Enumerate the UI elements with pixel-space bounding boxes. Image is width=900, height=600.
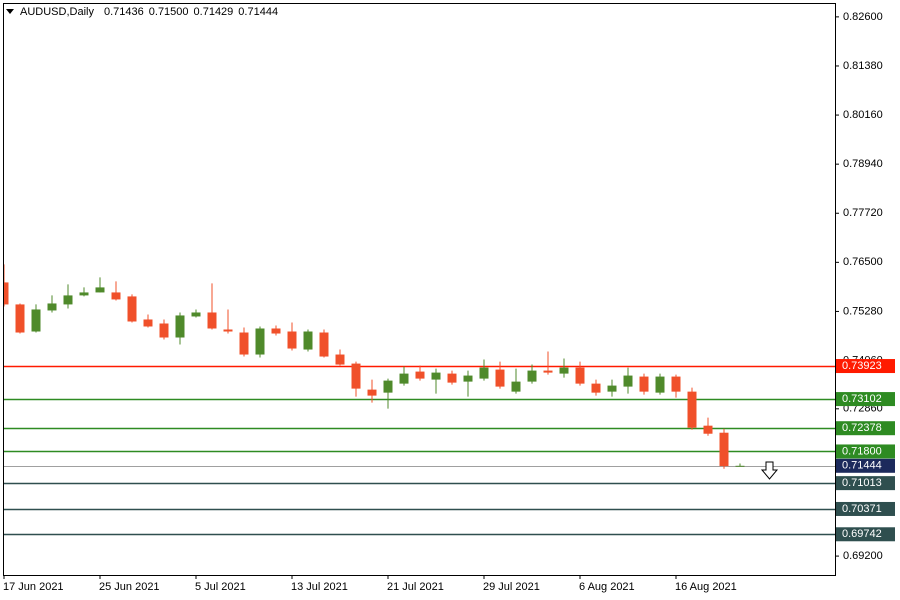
candle-body [671, 376, 681, 392]
axes: 0.82600 0.81380 0.80160 0.78940 0.77720 0.765… [3, 11, 895, 593]
y-tick-label: 0.82600 [843, 11, 883, 23]
level-label-box [836, 476, 895, 491]
candle-body [47, 303, 57, 311]
candle-body [655, 376, 665, 393]
candle-body [79, 292, 89, 296]
level-label: 0.72378 [842, 422, 882, 434]
x-tick-label: 25 Jun 2021 [99, 581, 160, 593]
y-tick-label: 0.76500 [843, 256, 883, 268]
candle-body [31, 309, 41, 332]
sell-arrow [760, 461, 779, 480]
candle-body [703, 425, 713, 434]
candle-body [719, 432, 729, 467]
candle-body [175, 315, 185, 338]
level-label-box [836, 359, 895, 374]
candle-body [367, 389, 377, 396]
candle-body [607, 385, 617, 392]
candle-body [191, 312, 201, 317]
x-tick-label: 5 Jul 2021 [195, 581, 246, 593]
x-tick-label: 21 Jul 2021 [387, 581, 444, 593]
level-label: 0.73923 [842, 360, 882, 372]
candle-body [351, 363, 361, 389]
candle-body [95, 287, 105, 293]
y-tick-label: 0.69200 [843, 550, 883, 562]
level-label: 0.70371 [842, 503, 882, 515]
level-label-box [836, 458, 895, 473]
level-label-box [836, 392, 895, 407]
symbol-label: AUDUSD,Daily [20, 6, 94, 18]
y-tick-label: 0.80160 [843, 109, 883, 121]
header: AUDUSD,Daily 0.71436 0.71500 0.71429 0.7144… [20, 6, 278, 18]
candle-body [463, 375, 473, 382]
level-label-box [836, 444, 895, 459]
header-value: 0.71444 [238, 6, 278, 18]
level-label: 0.69742 [842, 528, 882, 540]
plot-area [4, 264, 835, 536]
candle-body [687, 391, 697, 428]
header-value: 0.71429 [194, 6, 234, 18]
candle-body [223, 329, 233, 332]
candle-body [575, 367, 585, 384]
plot-frame [3, 3, 836, 576]
y-tick-label: 0.78940 [843, 158, 883, 170]
candle-body [111, 292, 121, 300]
candle-body [239, 332, 249, 355]
candle-body [447, 373, 457, 383]
level-label: 0.71013 [842, 477, 882, 489]
candle-body [319, 332, 329, 357]
candle-body [271, 328, 281, 334]
candle-body [431, 372, 441, 380]
candle-body [527, 370, 537, 382]
header-value: 0.71500 [149, 6, 189, 18]
level-label: 0.71800 [842, 445, 882, 457]
x-tick-label: 17 Jun 2021 [3, 581, 64, 593]
x-tick-label: 6 Aug 2021 [579, 581, 635, 593]
menu-arrow[interactable] [6, 9, 14, 14]
header-value: 0.71436 [104, 6, 144, 18]
x-tick-label: 13 Jul 2021 [291, 581, 348, 593]
candle-body [143, 319, 153, 327]
candle-body [335, 354, 345, 365]
candle-body [495, 369, 505, 387]
candle-body [623, 375, 633, 387]
candle-body [287, 331, 297, 349]
y-tick-label: 0.81380 [843, 60, 883, 72]
level-label-box [836, 527, 895, 542]
candle-body [543, 370, 553, 373]
candle-body [159, 323, 169, 338]
candle-body [399, 373, 409, 384]
candle-body [207, 312, 217, 329]
level-label: 0.71444 [842, 460, 882, 472]
candle-body [255, 328, 265, 355]
candle-body [511, 381, 521, 392]
x-tick-label: 29 Jul 2021 [483, 581, 540, 593]
candle-body [127, 296, 137, 322]
candle-body [303, 331, 313, 350]
y-tick-label: 0.77720 [843, 207, 883, 219]
candle-body [383, 380, 393, 393]
y-tick-label: 0.75280 [843, 305, 883, 317]
x-tick-label: 16 Aug 2021 [675, 581, 737, 593]
candle-body [4, 282, 9, 305]
candle-body [559, 367, 569, 374]
level-label-box [836, 501, 895, 516]
candle-body [479, 367, 489, 379]
candle-body [63, 295, 73, 305]
candle-body [591, 383, 601, 393]
candle-body [415, 371, 425, 379]
candle-body [639, 376, 649, 392]
candle-body [735, 465, 745, 467]
candle-body [15, 304, 25, 333]
level-label: 0.73102 [842, 393, 882, 405]
level-label-box [836, 421, 895, 436]
